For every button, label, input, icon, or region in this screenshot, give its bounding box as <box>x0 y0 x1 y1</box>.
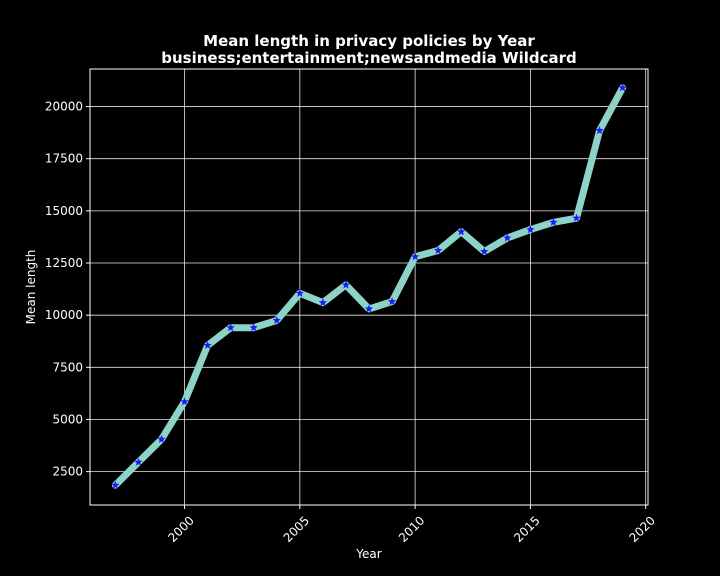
data-point <box>226 323 235 332</box>
data-point <box>157 434 166 443</box>
data-point <box>595 126 604 135</box>
data-point <box>387 297 397 306</box>
data-point <box>457 227 466 236</box>
x-tick-label: 2000 <box>165 513 196 544</box>
data-point <box>203 341 212 349</box>
plot-frame <box>89 68 649 506</box>
y-tick-label: 17500 <box>45 152 83 166</box>
plot-area <box>111 83 627 489</box>
data-point <box>249 323 258 332</box>
data-point <box>433 246 443 255</box>
x-axis: 2000 2005 2010 2015 2020 <box>165 505 658 545</box>
data-point <box>526 225 535 234</box>
y-tick-label: 10000 <box>45 308 83 322</box>
data-point <box>134 457 143 466</box>
chart-subtitle: business;entertainment;newsandmedia Wild… <box>161 49 576 67</box>
data-point <box>272 315 281 324</box>
y-tick-label: 7500 <box>52 360 83 374</box>
data-point <box>480 247 489 256</box>
data-point <box>295 288 305 297</box>
x-axis-label: Year <box>355 547 381 561</box>
y-tick-label: 20000 <box>45 100 83 114</box>
data-point <box>410 252 420 261</box>
y-tick-label: 5000 <box>52 412 83 426</box>
y-axis-label: Mean length <box>24 250 38 325</box>
y-axis: 2500 5000 7500 10000 12500 15000 17500 20000 <box>45 100 90 479</box>
y-tick-label: 12500 <box>45 256 83 270</box>
data-point <box>503 233 512 242</box>
data-point <box>111 480 120 489</box>
data-point <box>318 298 328 307</box>
grid <box>90 69 648 505</box>
x-tick-label: 2015 <box>511 513 542 544</box>
x-tick-label: 2005 <box>281 513 312 544</box>
data-point <box>549 217 558 226</box>
data-point <box>572 213 581 222</box>
y-tick-label: 15000 <box>45 204 83 218</box>
data-point <box>364 304 374 313</box>
x-tick-label: 2020 <box>627 513 658 544</box>
series-line <box>111 84 627 489</box>
y-tick-label: 2500 <box>52 465 83 479</box>
data-point <box>618 83 627 92</box>
chart-title: Mean length in privacy policies by Year <box>203 32 535 50</box>
data-point <box>180 397 189 406</box>
x-tick-label: 2010 <box>396 513 427 544</box>
data-point <box>341 280 351 289</box>
